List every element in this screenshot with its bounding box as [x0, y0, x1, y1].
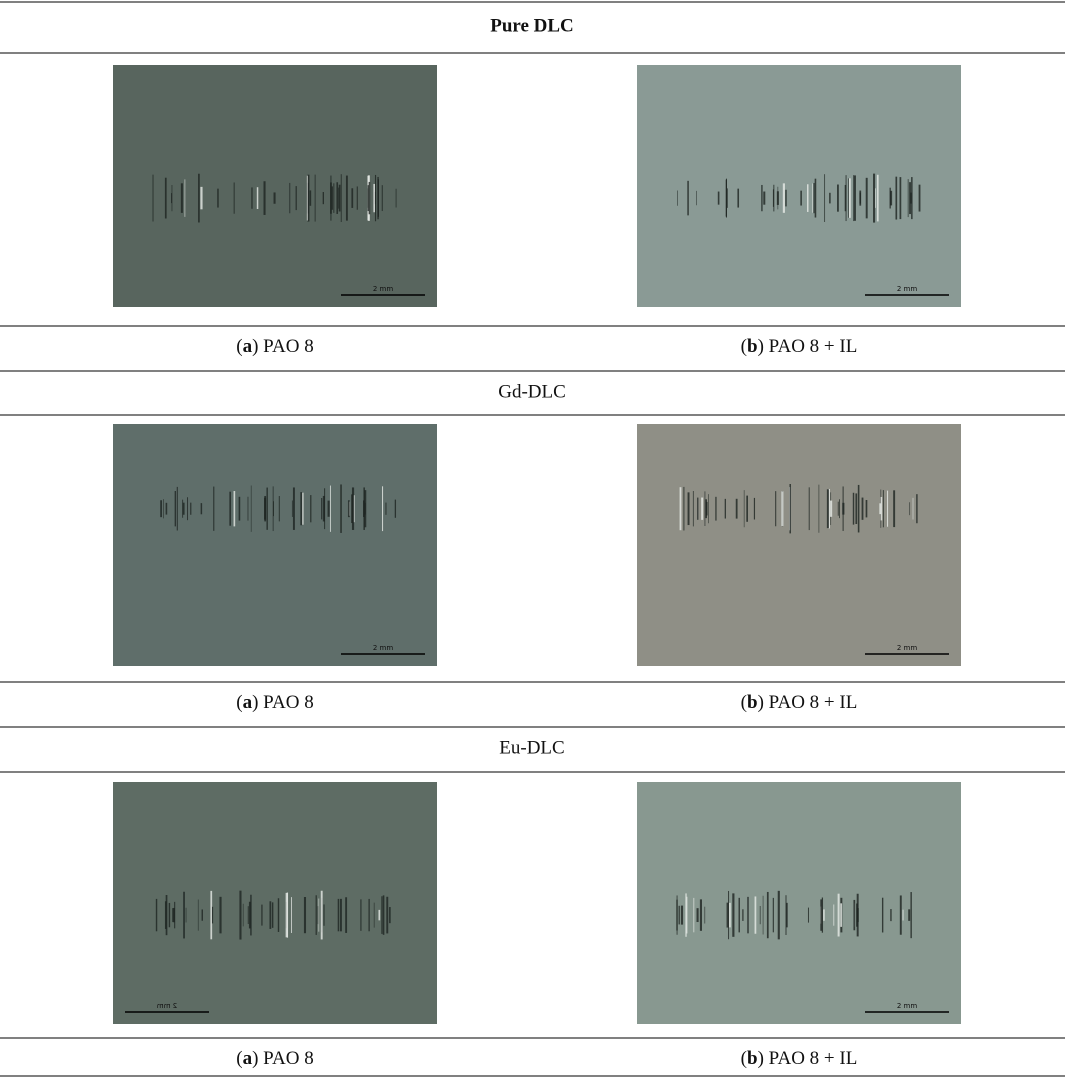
- panel-caption: (b) PAO 8 + IL: [741, 692, 858, 713]
- scale-label: 2 mm: [157, 1002, 177, 1010]
- micrograph: 2 mm: [637, 65, 961, 307]
- section-title: Pure DLC: [490, 15, 574, 36]
- micrograph-background: [113, 65, 437, 307]
- section-title: Eu-DLC: [499, 737, 564, 758]
- micrograph-background: [113, 424, 437, 666]
- caption-part: ) PAO 8: [252, 1048, 314, 1069]
- caption-part: b: [747, 692, 758, 713]
- panel-caption: (a) PAO 8: [236, 336, 313, 357]
- caption-part: ) PAO 8: [252, 336, 314, 357]
- panel-caption: (b) PAO 8 + IL: [741, 336, 858, 357]
- micrograph: 2 mm: [113, 424, 437, 666]
- panel-caption: (a) PAO 8: [236, 692, 313, 713]
- scale-label: 2 mm: [897, 285, 917, 293]
- caption-part: ) PAO 8 + IL: [758, 1048, 858, 1069]
- micrograph: 2 mm: [113, 782, 437, 1024]
- micrograph: 2 mm: [637, 782, 961, 1024]
- panel-caption: (b) PAO 8 + IL: [741, 1048, 858, 1069]
- scale-label: 2 mm: [373, 644, 393, 652]
- scale-label: 2 mm: [897, 644, 917, 652]
- panel-caption: (a) PAO 8: [236, 1048, 313, 1069]
- micrograph: 2 mm: [113, 65, 437, 307]
- micrograph-background: [113, 782, 437, 1024]
- section-title: Gd-DLC: [498, 381, 566, 402]
- caption-part: ) PAO 8 + IL: [758, 336, 858, 357]
- micrograph: 2 mm: [637, 424, 961, 666]
- figure-table: Pure DLC 2 mm (a) PAO 8 2 mm (b) PAO 8 + IL G…: [0, 0, 1065, 1077]
- caption-part: b: [747, 336, 758, 357]
- caption-part: a: [243, 1048, 253, 1069]
- caption-part: ) PAO 8: [252, 692, 314, 713]
- caption-part: a: [243, 336, 253, 357]
- caption-part: b: [747, 1048, 758, 1069]
- scale-label: 2 mm: [897, 1002, 917, 1010]
- caption-part: a: [243, 692, 253, 713]
- micrograph-background: [637, 424, 961, 666]
- scale-label: 2 mm: [373, 285, 393, 293]
- caption-part: ) PAO 8 + IL: [758, 692, 858, 713]
